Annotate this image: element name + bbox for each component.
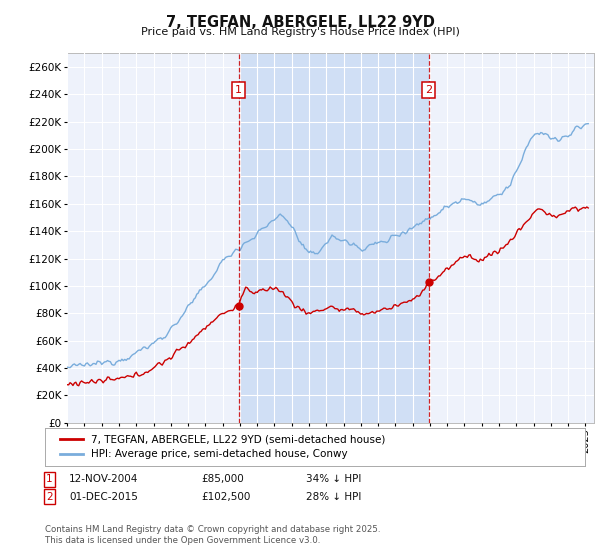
Text: 1: 1: [235, 85, 242, 95]
Text: Contains HM Land Registry data © Crown copyright and database right 2025.
This d: Contains HM Land Registry data © Crown c…: [45, 525, 380, 545]
Text: £85,000: £85,000: [201, 474, 244, 484]
Text: 7, TEGFAN, ABERGELE, LL22 9YD: 7, TEGFAN, ABERGELE, LL22 9YD: [166, 15, 434, 30]
Legend: 7, TEGFAN, ABERGELE, LL22 9YD (semi-detached house), HPI: Average price, semi-de: 7, TEGFAN, ABERGELE, LL22 9YD (semi-deta…: [56, 431, 389, 463]
Text: 2: 2: [46, 492, 53, 502]
Text: Price paid vs. HM Land Registry's House Price Index (HPI): Price paid vs. HM Land Registry's House …: [140, 27, 460, 37]
Bar: [239, 53, 428, 423]
Text: 2: 2: [425, 85, 432, 95]
Text: 01-DEC-2015: 01-DEC-2015: [69, 492, 138, 502]
Text: £102,500: £102,500: [201, 492, 250, 502]
Text: 28% ↓ HPI: 28% ↓ HPI: [306, 492, 361, 502]
Text: 1: 1: [46, 474, 53, 484]
Text: 12-NOV-2004: 12-NOV-2004: [69, 474, 139, 484]
Text: 34% ↓ HPI: 34% ↓ HPI: [306, 474, 361, 484]
